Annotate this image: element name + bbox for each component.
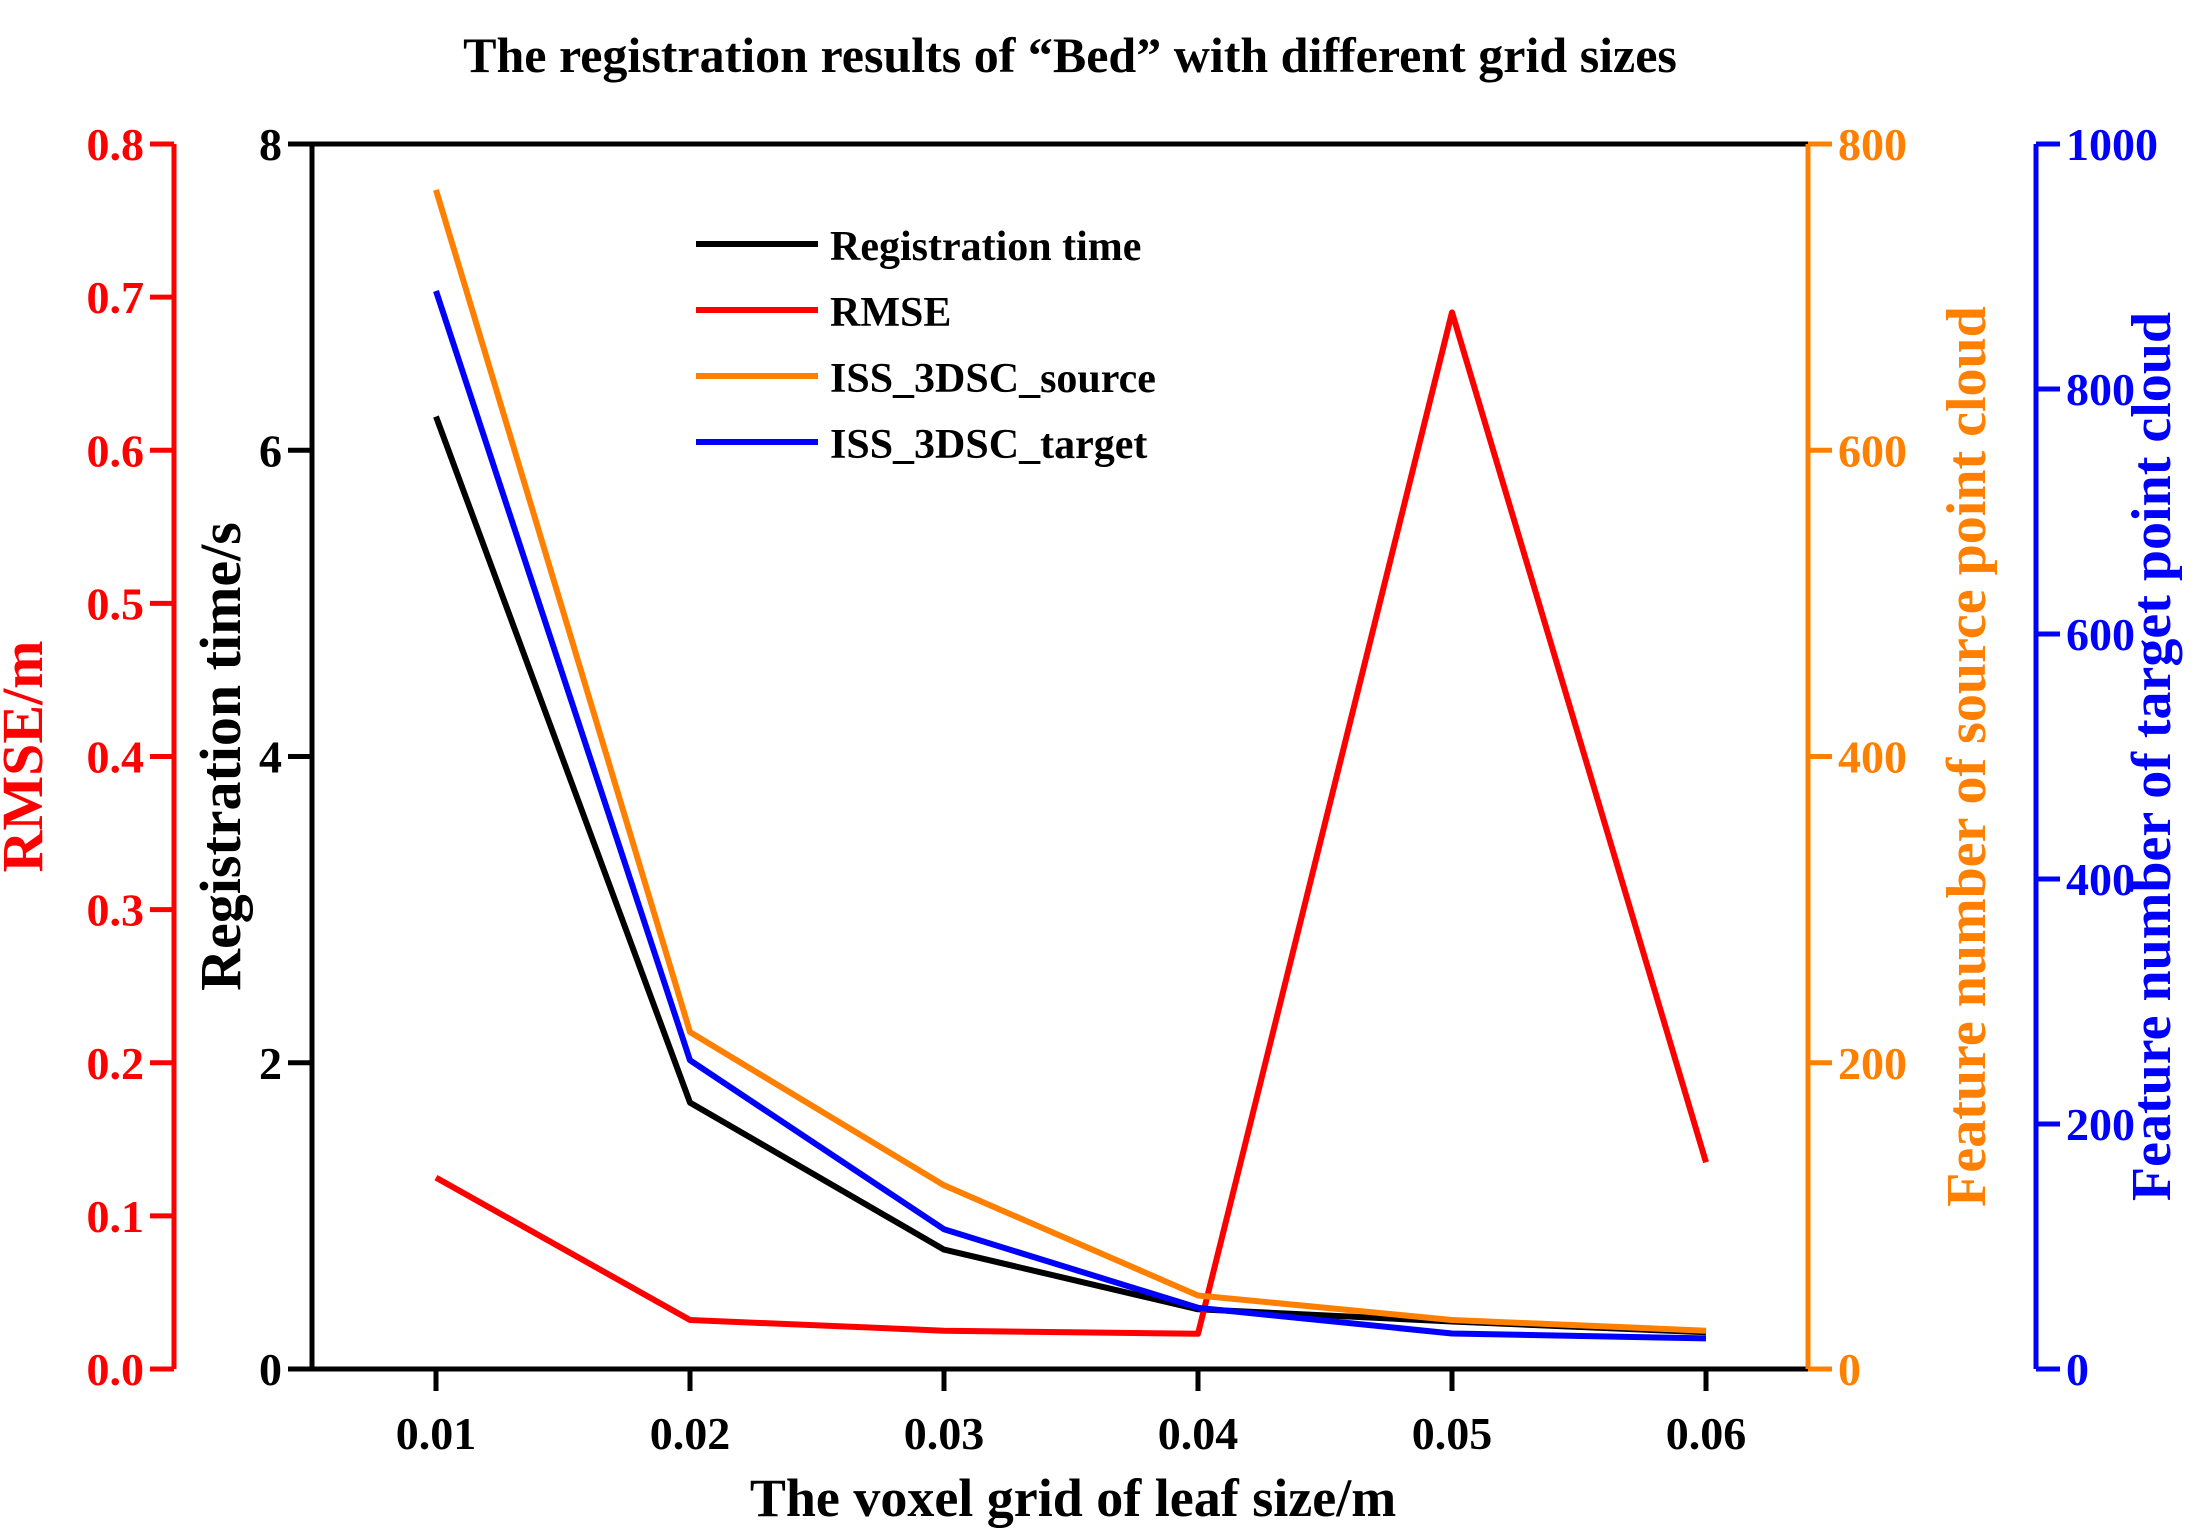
y-tick-label-time-4: 8 bbox=[259, 119, 282, 170]
legend-item-0: Registration time bbox=[696, 224, 1141, 270]
y-tick-label-target-4: 800 bbox=[2066, 364, 2135, 415]
legend-item-1: RMSE bbox=[696, 290, 951, 336]
x-tick-label-3: 0.04 bbox=[1158, 1408, 1239, 1459]
y-tick-label-time-1: 2 bbox=[259, 1038, 282, 1089]
x-tick-label-2: 0.03 bbox=[904, 1408, 985, 1459]
x-tick-label-1: 0.02 bbox=[650, 1408, 731, 1459]
y-tick-label-rmse-3: 0.3 bbox=[87, 885, 145, 936]
y-tick-label-rmse-4: 0.4 bbox=[87, 732, 145, 783]
y-tick-label-target-2: 400 bbox=[2066, 854, 2135, 905]
y-tick-label-source-2: 400 bbox=[1838, 732, 1907, 783]
y-tick-label-rmse-0: 0.0 bbox=[87, 1344, 145, 1395]
y-axis-rmse: 0.0 0.1 0.2 0.3 0.4 0.5 0.6 0.7 0.8 RMSE/m bbox=[0, 119, 177, 1395]
x-axis-label: The voxel grid of leaf size/m bbox=[750, 1468, 1396, 1528]
y-tick-label-time-3: 6 bbox=[259, 425, 282, 476]
legend-label-0: Registration time bbox=[830, 224, 1141, 270]
y-axis-source: 0 200 400 600 800 Feature number of source po… bbox=[1805, 119, 1998, 1395]
y-tick-label-rmse-2: 0.2 bbox=[87, 1038, 145, 1089]
y-tick-label-target-1: 200 bbox=[2066, 1099, 2135, 1150]
y-axis-label-rmse: RMSE/m bbox=[0, 641, 55, 873]
y-tick-label-target-3: 600 bbox=[2066, 609, 2135, 660]
y-tick-label-source-1: 200 bbox=[1838, 1038, 1907, 1089]
x-tick-label-4: 0.05 bbox=[1412, 1408, 1493, 1459]
legend-label-3: ISS_3DSC_target bbox=[830, 422, 1147, 468]
y-axis-label-source: Feature number of source point cloud bbox=[1936, 306, 1998, 1207]
y-axis-target: 0 200 400 600 800 1000 Feature number of targe… bbox=[2033, 119, 2183, 1395]
y-tick-label-rmse-5: 0.5 bbox=[87, 578, 145, 629]
y-tick-label-source-3: 600 bbox=[1838, 425, 1907, 476]
legend-label-2: ISS_3DSC_source bbox=[830, 356, 1156, 402]
chart-title: The registration results of “Bed” with d… bbox=[463, 27, 1677, 83]
y-tick-label-time-2: 4 bbox=[259, 732, 282, 783]
series-line-rmse bbox=[434, 309, 1709, 1337]
legend-label-1: RMSE bbox=[830, 290, 951, 336]
y-tick-label-target-0: 0 bbox=[2066, 1344, 2089, 1395]
y-axis-time: 0 2 4 6 8 Registration time/s bbox=[188, 119, 315, 1395]
series-line-iss-3dsc-source bbox=[433, 189, 1707, 1334]
plot-frame: 0.01 0.02 0.03 0.04 0.05 0.06 bbox=[312, 141, 1808, 1459]
y-tick-label-source-0: 0 bbox=[1838, 1344, 1861, 1395]
y-tick-label-rmse-1: 0.1 bbox=[87, 1191, 145, 1242]
y-axis-label-target: Feature number of target point cloud bbox=[2121, 312, 2183, 1201]
legend: Registration time RMSE ISS_3DSC_source ISS_… bbox=[696, 224, 1156, 468]
series-line-iss-3dsc-target bbox=[433, 290, 1707, 1342]
legend-item-2: ISS_3DSC_source bbox=[696, 356, 1156, 402]
y-tick-label-source-4: 800 bbox=[1838, 119, 1907, 170]
y-tick-label-time-0: 0 bbox=[259, 1344, 282, 1395]
y-tick-label-rmse-8: 0.8 bbox=[87, 119, 145, 170]
y-axis-label-time: Registration time/s bbox=[188, 522, 253, 991]
x-tick-label-5: 0.06 bbox=[1666, 1408, 1747, 1459]
series-layer bbox=[433, 189, 1709, 1342]
axes-layer: 0.0 0.1 0.2 0.3 0.4 0.5 0.6 0.7 0.8 RMSE/m 0 2 4 6 8 Re… bbox=[0, 119, 2183, 1395]
legend-item-3: ISS_3DSC_target bbox=[696, 422, 1147, 468]
y-tick-label-target-5: 1000 bbox=[2066, 119, 2158, 170]
y-tick-label-rmse-7: 0.7 bbox=[87, 272, 145, 323]
y-tick-label-rmse-6: 0.6 bbox=[87, 425, 145, 476]
x-tick-label-0: 0.01 bbox=[396, 1408, 477, 1459]
